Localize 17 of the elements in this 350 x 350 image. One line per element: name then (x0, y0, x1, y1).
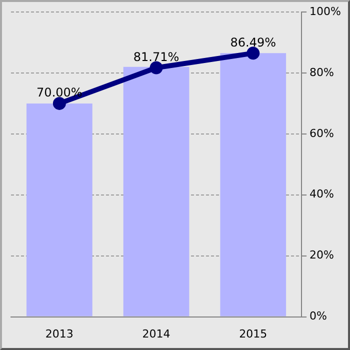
point (52, 96, 66, 110)
point (150, 61, 163, 74)
x-tick-label: 2014 (142, 327, 170, 340)
point (246, 46, 260, 60)
data-label: 81.71% (133, 50, 180, 64)
bar (220, 53, 286, 316)
y-tick-label: 40% (310, 188, 334, 201)
data-label: 70.00% (36, 86, 82, 100)
x-tick-label: 2015 (239, 327, 268, 340)
data-label: 86.49% (230, 35, 276, 50)
y-tick-label: 0% (310, 310, 328, 323)
y-tick-label: 80% (310, 66, 334, 79)
x-tick-label: 2013 (45, 327, 74, 340)
y-tick-label: 100% (310, 4, 342, 18)
bar (26, 103, 92, 316)
y-tick-label: 60% (310, 126, 334, 140)
y-tick-label: 20% (310, 248, 334, 262)
